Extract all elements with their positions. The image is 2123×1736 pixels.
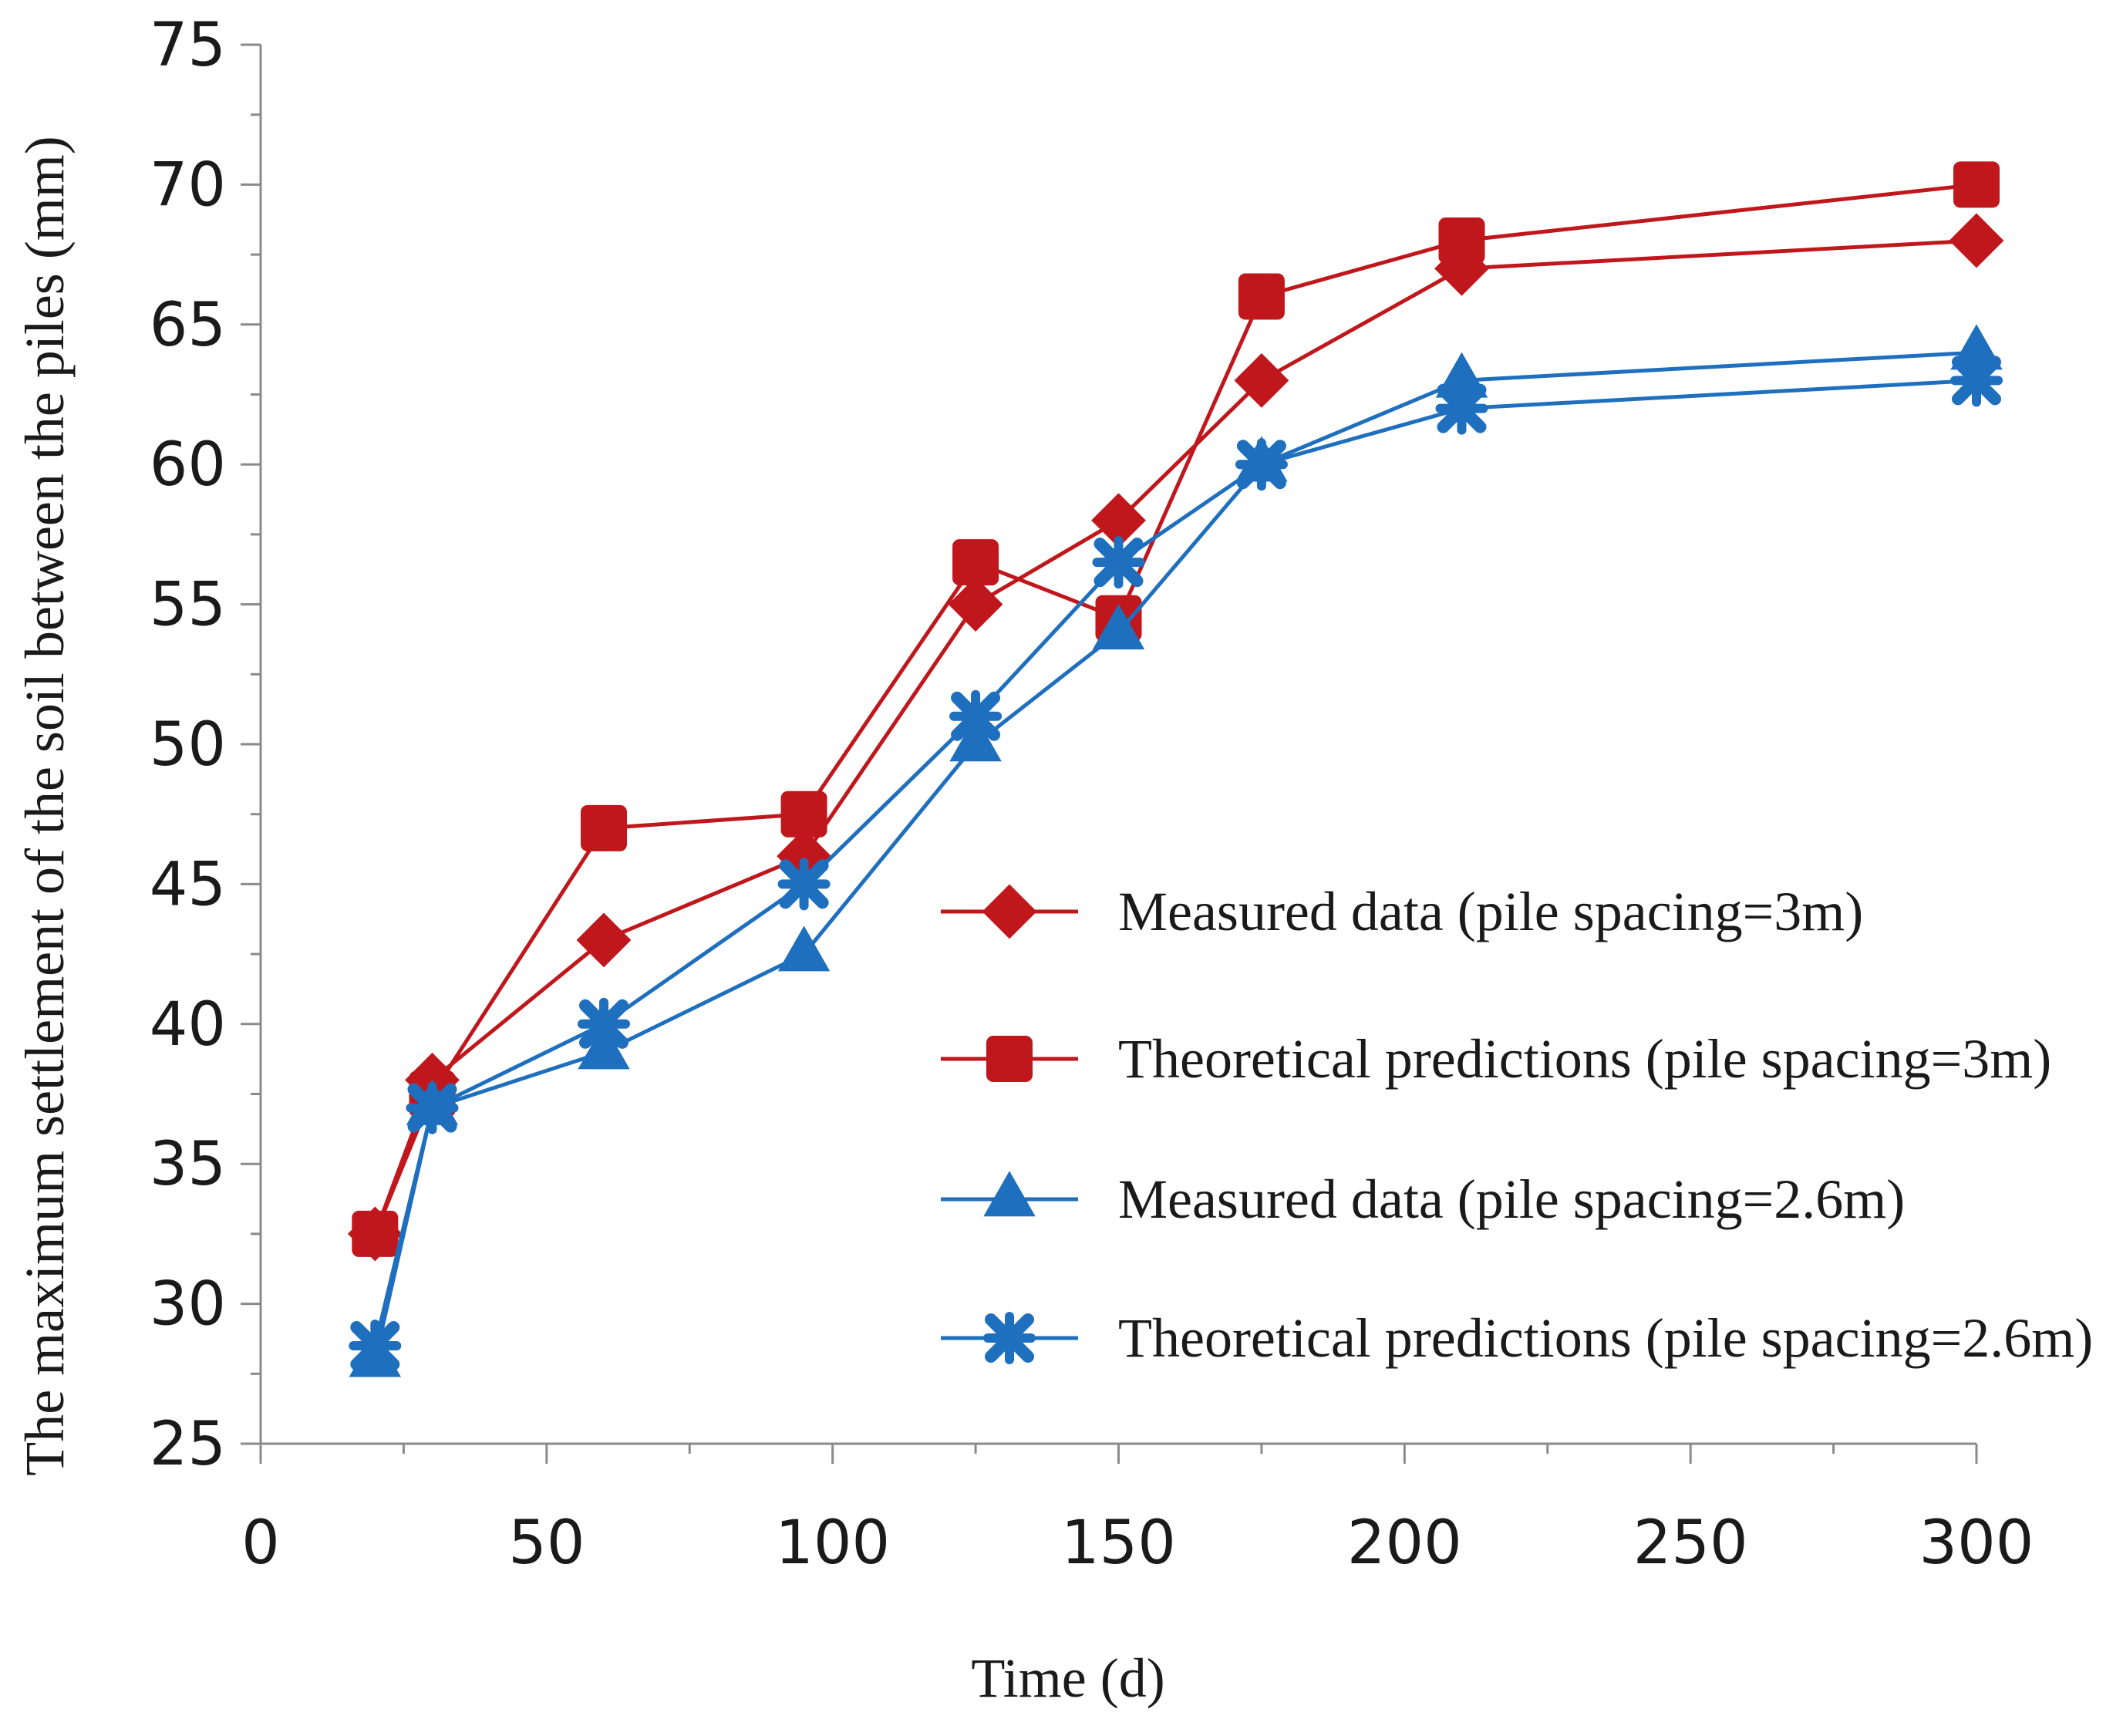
- data-point: [581, 804, 627, 851]
- data-point: [952, 539, 999, 586]
- y-axis-title: The maximum settlement of the soil betwe…: [14, 136, 76, 1476]
- series-group: [347, 161, 2004, 1377]
- data-point: [1949, 213, 2004, 268]
- data-point: [1092, 604, 1145, 650]
- data-point: [780, 790, 827, 838]
- series-2: [352, 161, 2000, 1257]
- y-tick-label: 25: [150, 1410, 226, 1479]
- data-point: [406, 1081, 459, 1134]
- series-4: [349, 354, 2003, 1373]
- x-tick-label: 200: [1347, 1508, 1462, 1578]
- data-point: [1235, 438, 1288, 491]
- data-point: [1238, 273, 1285, 320]
- data-point: [777, 858, 831, 911]
- y-tick-label: 50: [150, 710, 226, 780]
- x-tick-label: 50: [508, 1508, 585, 1578]
- data-point: [777, 925, 831, 972]
- data-point: [1438, 217, 1485, 264]
- legend: Measured data (pile spacing=3m) Theoretic…: [941, 881, 2093, 1369]
- legend-label: Theoretical predictions (pile spacing=3m…: [1118, 1028, 2051, 1090]
- data-point: [1953, 161, 2000, 208]
- legend-label: Measured data (pile spacing=2.6m): [1118, 1168, 1905, 1230]
- series-1: [347, 213, 2004, 1262]
- legend-item: Theoretical predictions (pile spacing=2.…: [941, 1307, 2093, 1369]
- y-tick-label: 65: [150, 291, 226, 360]
- data-point: [1092, 536, 1145, 589]
- y-tick-label: 75: [150, 11, 226, 80]
- data-point: [949, 689, 1003, 743]
- data-point: [1950, 354, 2003, 407]
- data-point: [578, 997, 630, 1050]
- y-tick-label: 60: [150, 430, 226, 500]
- y-tick-label: 35: [150, 1130, 226, 1199]
- x-tick-label: 150: [1061, 1508, 1176, 1578]
- x-tick-label: 0: [241, 1508, 280, 1578]
- data-point: [1234, 352, 1289, 408]
- legend-item: Theoretical predictions (pile spacing=3m…: [941, 1028, 2051, 1090]
- data-point: [576, 912, 632, 968]
- data-point: [1435, 382, 1488, 435]
- data-point: [349, 1320, 402, 1373]
- x-tick-label: 100: [775, 1508, 890, 1578]
- data-point: [948, 577, 1003, 632]
- y-tick-label: 70: [150, 150, 226, 220]
- legend-item: Measured data (pile spacing=2.6m): [941, 1168, 1905, 1230]
- data-point: [352, 1210, 399, 1257]
- legend-marker: [983, 1171, 1036, 1217]
- y-tick-label: 55: [150, 571, 226, 640]
- y-tick-label: 40: [150, 990, 226, 1060]
- legend-item: Measured data (pile spacing=3m): [941, 881, 1863, 942]
- x-tick-label: 300: [1919, 1508, 2034, 1578]
- axes: 25 30 35 40 45 50 55 60 65 70 75 0 50 100 150 200 250 300: [150, 11, 2034, 1578]
- legend-label: Theoretical predictions (pile spacing=2.…: [1118, 1307, 2093, 1369]
- y-tick-label: 30: [150, 1270, 226, 1340]
- legend-marker: [982, 884, 1037, 939]
- x-tick-label: 250: [1633, 1508, 1748, 1578]
- legend-marker: [986, 1036, 1033, 1082]
- y-tick-label: 45: [150, 850, 226, 919]
- x-axis-title: Time (d): [971, 1647, 1164, 1709]
- legend-label: Measured data (pile spacing=3m): [1118, 881, 1863, 942]
- legend-marker: [983, 1312, 1036, 1364]
